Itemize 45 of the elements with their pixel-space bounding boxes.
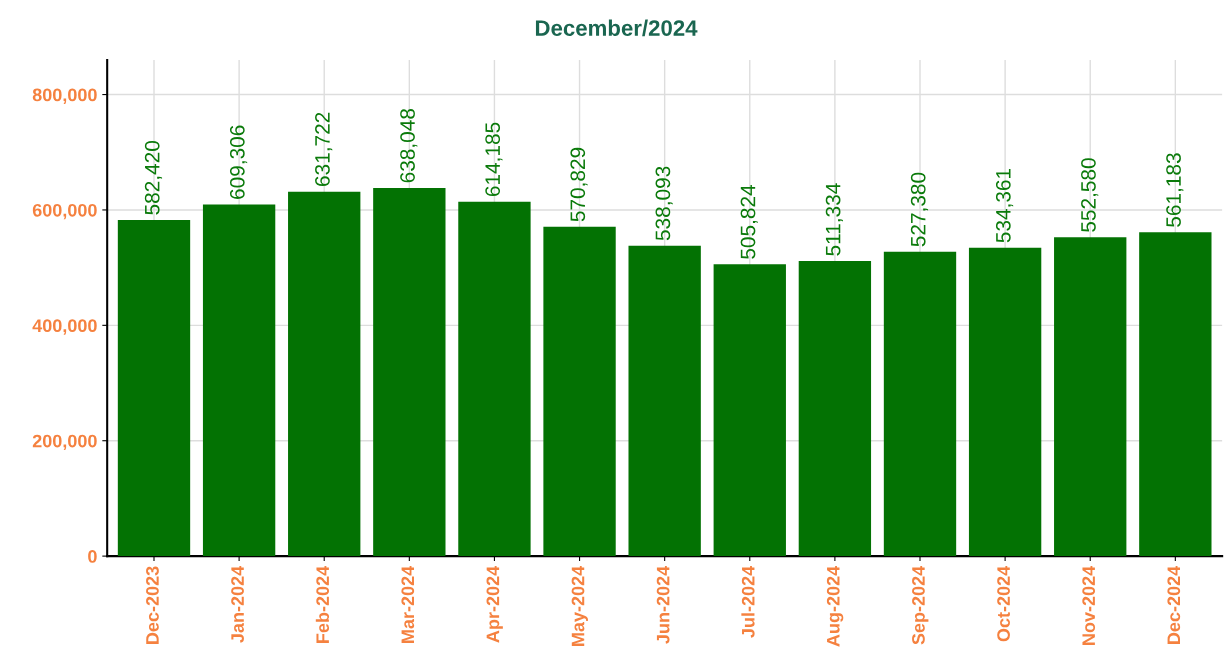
x-tick-label: May-2024 xyxy=(571,565,588,646)
data-label: 552,580 xyxy=(1081,158,1099,232)
x-tick-label: Apr-2024 xyxy=(486,565,503,643)
data-label: 609,306 xyxy=(229,125,248,199)
data-label: 631,722 xyxy=(315,112,333,186)
bar xyxy=(117,220,191,557)
bar xyxy=(1139,232,1212,557)
data-label: 570,829 xyxy=(570,147,588,222)
bar xyxy=(373,187,446,557)
x-tick-label: Jan-2024 xyxy=(231,565,244,643)
bar xyxy=(458,201,531,557)
x-tick-label: Mar-2024 xyxy=(401,565,415,643)
y-tick-label: 600,000 xyxy=(32,203,97,220)
x-tick-label: Oct-2024 xyxy=(997,565,1010,642)
y-tick-label: 800,000 xyxy=(32,88,97,104)
x-tick-label: Dec-2024 xyxy=(1167,565,1181,644)
data-label: 614,185 xyxy=(485,122,503,197)
data-label: 638,048 xyxy=(400,108,418,183)
x-tick-label: Nov-2024 xyxy=(1082,565,1096,645)
bar xyxy=(543,226,616,557)
y-tick-label: 200,000 xyxy=(32,434,97,451)
bar xyxy=(288,191,361,557)
y-tick-label: 0 xyxy=(88,550,97,563)
x-tick-label: Sep-2024 xyxy=(912,565,929,645)
data-label: 534,361 xyxy=(995,168,1014,243)
chart-title: December/2024 xyxy=(535,19,698,37)
bar xyxy=(202,204,276,557)
data-label: 538,093 xyxy=(655,166,673,241)
x-tick-label: Dec-2023 xyxy=(146,566,159,644)
x-tick-label: Feb-2024 xyxy=(315,565,330,643)
x-tick-label: Aug-2024 xyxy=(826,565,844,647)
bar xyxy=(968,247,1042,557)
bar xyxy=(713,264,786,557)
x-tick-label: Jun-2024 xyxy=(656,565,670,644)
data-label: 582,420 xyxy=(144,140,163,215)
bar xyxy=(798,261,872,557)
data-label: 511,334 xyxy=(825,183,843,256)
x-tick-label: Jul-2024 xyxy=(741,565,755,638)
bar xyxy=(628,245,701,557)
data-label: 561,183 xyxy=(1166,153,1184,227)
data-label: 527,380 xyxy=(910,172,929,247)
bar xyxy=(1054,237,1127,557)
data-label: 505,824 xyxy=(740,184,758,259)
y-tick-label: 400,000 xyxy=(32,319,97,335)
bar xyxy=(883,251,957,557)
